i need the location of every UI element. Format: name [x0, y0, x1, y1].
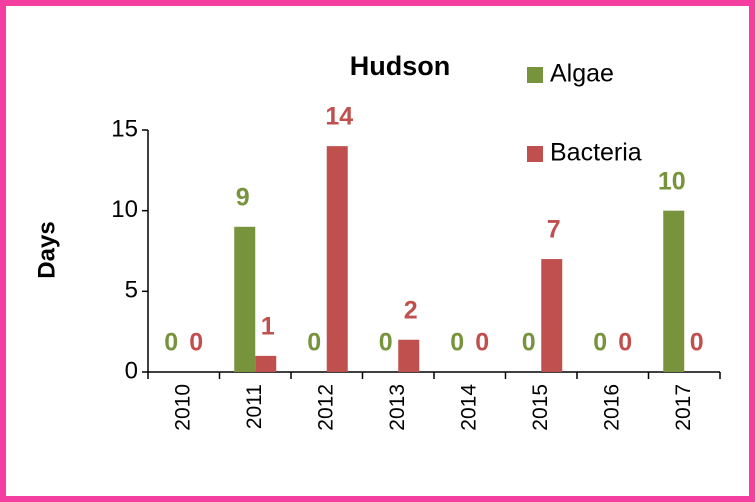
y-tick-label: 15: [111, 115, 138, 142]
data-label: 0: [475, 329, 489, 357]
legend-swatch: [527, 146, 543, 162]
chart-title: Hudson: [350, 51, 451, 81]
data-label: 0: [307, 329, 321, 357]
data-label: 0: [164, 329, 178, 357]
data-label: 1: [261, 312, 275, 340]
bar: [663, 210, 685, 372]
x-tick-label: 2012: [314, 384, 337, 431]
y-tick-label: 5: [125, 277, 138, 304]
x-tick-label: 2013: [386, 384, 409, 431]
x-tick-label: 2015: [529, 384, 552, 431]
data-label: 0: [618, 329, 632, 357]
bar: [234, 226, 256, 372]
data-label: 10: [658, 167, 686, 195]
data-label: 0: [522, 329, 536, 357]
legend-swatch: [527, 67, 543, 83]
data-label: 9: [236, 183, 250, 211]
data-label: 0: [450, 329, 464, 357]
x-tick-label: 2016: [600, 384, 623, 431]
data-label: 2: [404, 296, 418, 324]
y-tick-label: 0: [125, 357, 138, 384]
bar: [326, 146, 348, 372]
x-tick-label: 2017: [672, 384, 695, 431]
x-tick-label: 2010: [171, 384, 194, 431]
data-label: 0: [593, 329, 607, 357]
data-label: 0: [189, 329, 203, 357]
data-label: 7: [547, 216, 561, 244]
bar: [541, 259, 563, 372]
bar: [398, 339, 420, 372]
data-label: 0: [690, 329, 704, 357]
legend-label: Bacteria: [550, 139, 642, 167]
y-tick-label: 10: [111, 196, 138, 223]
y-axis-label: Days: [33, 221, 60, 278]
data-label: 0: [379, 329, 393, 357]
data-label: 14: [325, 103, 353, 131]
legend-label: Algae: [550, 60, 614, 88]
x-tick-label: 2014: [457, 384, 480, 431]
x-tick-label: 2011: [243, 384, 266, 429]
bar: [255, 355, 277, 372]
